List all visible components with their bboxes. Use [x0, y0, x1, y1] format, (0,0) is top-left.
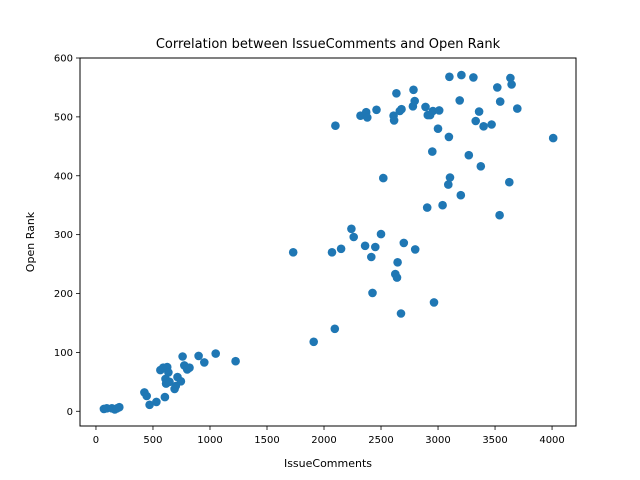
data-point-88 [495, 97, 505, 106]
data-point-59 [409, 85, 418, 95]
data-point-70 [434, 106, 444, 115]
data-point-67 [428, 106, 438, 116]
data-point-35 [336, 244, 346, 254]
x-tick-label-2: 1000 [197, 435, 222, 446]
y-tick-label-3: 300 [54, 230, 73, 241]
data-point-49 [389, 116, 399, 125]
data-point-60 [410, 96, 420, 106]
y-tick-label-6: 600 [54, 54, 73, 65]
data-point-5 [115, 402, 124, 412]
data-point-32 [327, 248, 337, 257]
data-point-80 [469, 73, 478, 82]
data-point-25 [185, 363, 194, 373]
data-point-17 [165, 377, 174, 387]
data-points [99, 70, 558, 414]
data-point-51 [392, 89, 401, 98]
data-point-85 [487, 120, 496, 129]
data-point-21 [176, 377, 186, 386]
data-point-47 [379, 173, 388, 183]
y-tick-label-2: 200 [54, 289, 73, 300]
x-tick-label-5: 2500 [368, 435, 393, 446]
data-point-77 [456, 190, 466, 200]
data-point-39 [360, 241, 370, 251]
x-tick-label-8: 4000 [539, 435, 564, 446]
data-point-74 [445, 72, 454, 82]
data-point-29 [231, 356, 240, 366]
x-tick-label-4: 2000 [311, 435, 336, 446]
data-point-30 [288, 248, 298, 257]
data-point-87 [495, 210, 504, 220]
data-point-84 [479, 122, 488, 131]
data-point-57 [399, 238, 409, 248]
x-axis-label: IssueComments [284, 457, 372, 470]
y-axis-ticks: 0 100 200 300 400 500 600 [54, 54, 80, 418]
data-point-33 [330, 324, 340, 334]
data-point-81 [471, 116, 481, 126]
data-point-9 [152, 397, 161, 407]
data-point-46 [376, 229, 386, 239]
data-point-79 [464, 150, 474, 160]
data-point-89 [505, 177, 514, 187]
x-tick-label-7: 3500 [482, 435, 507, 446]
data-point-63 [422, 203, 432, 212]
data-point-92 [513, 104, 522, 113]
x-tick-label-1: 500 [143, 435, 162, 446]
data-point-45 [372, 105, 381, 115]
x-axis-ticks: 0 500 1000 1500 2000 2500 3000 3500 4000 [93, 426, 565, 446]
data-point-73 [444, 132, 454, 142]
data-point-55 [396, 309, 406, 318]
data-point-52 [392, 273, 402, 282]
x-tick-label-0: 0 [93, 435, 99, 446]
data-point-62 [421, 102, 430, 112]
data-point-41 [363, 113, 372, 122]
data-point-72 [444, 180, 453, 189]
data-point-78 [457, 70, 466, 80]
data-point-16 [164, 368, 173, 377]
y-tick-label-1: 100 [54, 348, 73, 359]
data-point-69 [433, 124, 443, 133]
data-point-90 [506, 73, 515, 83]
plot-frame [79, 57, 577, 427]
data-point-37 [349, 232, 359, 242]
data-point-75 [445, 173, 455, 182]
data-point-82 [474, 107, 484, 116]
data-point-61 [410, 245, 420, 254]
y-tick-label-4: 400 [54, 171, 73, 182]
data-point-44 [371, 242, 380, 252]
data-point-7 [142, 391, 151, 401]
data-point-12 [160, 392, 170, 402]
data-point-56 [397, 104, 406, 114]
data-point-22 [178, 352, 187, 361]
y-tick-label-0: 0 [67, 407, 73, 418]
data-point-26 [194, 351, 203, 361]
data-point-36 [347, 224, 356, 234]
data-point-27 [200, 358, 209, 367]
data-point-43 [368, 288, 377, 298]
data-point-53 [393, 258, 402, 267]
data-point-34 [331, 121, 340, 130]
y-axis-label: Open Rank [24, 211, 37, 272]
data-point-76 [455, 96, 465, 105]
data-point-31 [309, 337, 319, 347]
data-point-8 [145, 400, 154, 410]
x-tick-label-6: 3000 [425, 435, 450, 446]
data-point-86 [493, 83, 502, 92]
chart-title: Correlation between IssueComments and Op… [156, 37, 501, 52]
data-point-93 [548, 133, 558, 143]
data-point-66 [428, 147, 437, 156]
y-tick-label-5: 500 [54, 112, 73, 123]
data-point-68 [429, 298, 439, 307]
data-point-28 [211, 349, 220, 358]
data-point-91 [507, 80, 516, 89]
data-point-42 [367, 252, 376, 262]
x-tick-label-3: 1500 [254, 435, 279, 446]
data-point-71 [438, 200, 447, 210]
data-point-83 [476, 162, 486, 171]
